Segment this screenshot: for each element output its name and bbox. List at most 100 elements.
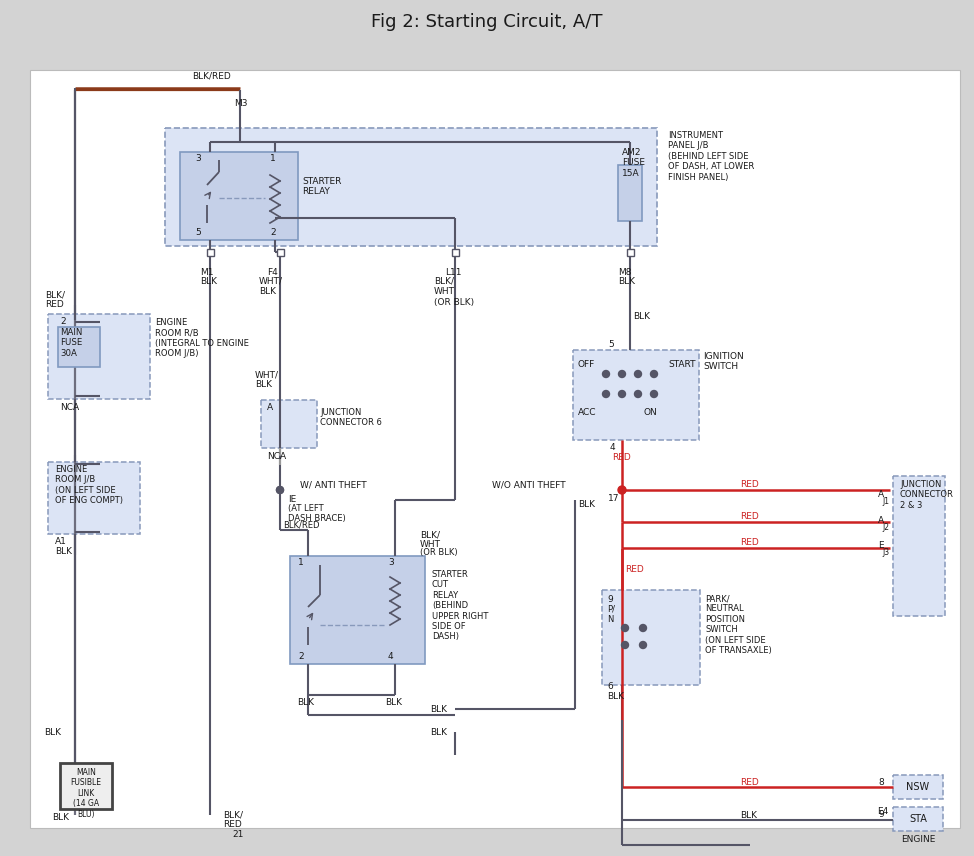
Text: A: A bbox=[878, 516, 884, 525]
Text: BLK: BLK bbox=[385, 698, 402, 707]
Text: BLK: BLK bbox=[297, 698, 314, 707]
Text: (OR BLK): (OR BLK) bbox=[420, 548, 458, 557]
Text: 1: 1 bbox=[270, 154, 276, 163]
Bar bbox=[261, 400, 317, 448]
Text: STA: STA bbox=[909, 814, 927, 824]
Text: M1: M1 bbox=[200, 268, 213, 277]
Circle shape bbox=[618, 390, 625, 397]
Bar bbox=[452, 248, 459, 255]
Bar bbox=[602, 590, 700, 685]
Text: W/ ANTI THEFT: W/ ANTI THEFT bbox=[300, 480, 366, 489]
Bar bbox=[893, 807, 943, 831]
Text: IE: IE bbox=[288, 495, 296, 504]
Circle shape bbox=[603, 390, 610, 397]
Text: 5: 5 bbox=[195, 228, 201, 237]
Text: ON: ON bbox=[643, 408, 656, 417]
Text: A: A bbox=[878, 490, 884, 499]
Bar bbox=[206, 248, 213, 255]
Circle shape bbox=[651, 390, 657, 397]
Text: AM2
FUSE
15A: AM2 FUSE 15A bbox=[622, 148, 645, 178]
Bar bbox=[30, 70, 960, 828]
Circle shape bbox=[277, 486, 283, 494]
Text: BLK: BLK bbox=[618, 277, 635, 286]
Text: OFF: OFF bbox=[578, 360, 595, 369]
Text: BLK: BLK bbox=[200, 277, 217, 286]
Bar bbox=[58, 327, 100, 367]
Text: BLK/
WHT
(OR BLK): BLK/ WHT (OR BLK) bbox=[434, 277, 474, 306]
Text: 9: 9 bbox=[878, 810, 883, 819]
Text: 3: 3 bbox=[388, 558, 393, 567]
Text: ACC: ACC bbox=[578, 408, 596, 417]
Circle shape bbox=[621, 641, 628, 649]
Text: BLK: BLK bbox=[430, 705, 447, 714]
Text: BLK/RED: BLK/RED bbox=[192, 71, 231, 80]
Text: BLK/
RED: BLK/ RED bbox=[223, 810, 243, 829]
Text: ENGINE
ROOM R/B
(INTEGRAL TO ENGINE
ROOM J/B): ENGINE ROOM R/B (INTEGRAL TO ENGINE ROOM… bbox=[155, 318, 249, 358]
Text: BLK/
WHT: BLK/ WHT bbox=[420, 530, 441, 550]
Bar bbox=[626, 248, 633, 255]
Text: BLK/
RED: BLK/ RED bbox=[45, 290, 65, 309]
Text: 4: 4 bbox=[388, 652, 393, 661]
Text: M8: M8 bbox=[618, 268, 631, 277]
Circle shape bbox=[640, 625, 647, 632]
Text: STARTER
CUT
RELAY
(BEHIND
UPPER RIGHT
SIDE OF
DASH): STARTER CUT RELAY (BEHIND UPPER RIGHT SI… bbox=[432, 570, 488, 641]
Text: MAIN
FUSIBLE
LINK
(14 GA
BLU): MAIN FUSIBLE LINK (14 GA BLU) bbox=[70, 768, 101, 818]
Text: 6: 6 bbox=[607, 682, 613, 691]
Text: STARTER
RELAY: STARTER RELAY bbox=[302, 177, 341, 196]
Text: P/
N: P/ N bbox=[607, 605, 615, 624]
Text: START: START bbox=[668, 360, 695, 369]
Text: 2: 2 bbox=[270, 228, 276, 237]
Text: A1: A1 bbox=[55, 537, 67, 546]
Text: M3: M3 bbox=[234, 99, 247, 108]
Bar bbox=[618, 165, 642, 221]
Text: RED: RED bbox=[740, 512, 759, 521]
Text: 2: 2 bbox=[60, 317, 65, 326]
Text: 17: 17 bbox=[608, 494, 619, 503]
Bar bbox=[290, 556, 425, 664]
Circle shape bbox=[603, 371, 610, 377]
Text: BLK: BLK bbox=[578, 500, 595, 509]
Text: L11: L11 bbox=[445, 268, 462, 277]
Text: Fig 2: Starting Circuit, A/T: Fig 2: Starting Circuit, A/T bbox=[371, 13, 603, 31]
Text: WHT/
BLK: WHT/ BLK bbox=[255, 370, 279, 389]
Text: J3: J3 bbox=[882, 548, 889, 557]
Text: (AT LEFT
DASH BRACE): (AT LEFT DASH BRACE) bbox=[288, 504, 346, 523]
Bar bbox=[165, 128, 657, 246]
Text: BLK: BLK bbox=[430, 728, 447, 737]
Text: RED: RED bbox=[740, 480, 759, 489]
Text: E: E bbox=[878, 541, 883, 550]
Circle shape bbox=[651, 371, 657, 377]
Text: F4: F4 bbox=[267, 268, 278, 277]
Circle shape bbox=[640, 641, 647, 649]
Circle shape bbox=[634, 371, 642, 377]
Text: JUNCTION
CONNECTOR 6: JUNCTION CONNECTOR 6 bbox=[320, 408, 382, 427]
Text: BLK: BLK bbox=[44, 728, 61, 737]
Text: NCA: NCA bbox=[60, 403, 79, 412]
Bar bbox=[893, 775, 943, 799]
Bar bbox=[60, 763, 112, 809]
Bar bbox=[48, 462, 140, 534]
Text: ENGINE: ENGINE bbox=[901, 835, 935, 844]
Text: E4: E4 bbox=[877, 807, 888, 816]
Text: BLK: BLK bbox=[55, 547, 72, 556]
Text: ENGINE
ROOM J/B
(ON LEFT SIDE
OF ENG COMPT): ENGINE ROOM J/B (ON LEFT SIDE OF ENG COM… bbox=[55, 465, 123, 505]
Text: IGNITION
SWITCH: IGNITION SWITCH bbox=[703, 352, 744, 372]
Text: WHT/
BLK: WHT/ BLK bbox=[259, 277, 283, 296]
Bar bbox=[180, 152, 298, 240]
Text: 8: 8 bbox=[878, 778, 883, 787]
Bar bbox=[48, 314, 150, 399]
Circle shape bbox=[277, 486, 283, 494]
Text: NCA: NCA bbox=[267, 452, 286, 461]
Text: 2: 2 bbox=[298, 652, 304, 661]
Text: JUNCTION
CONNECTOR
2 & 3: JUNCTION CONNECTOR 2 & 3 bbox=[900, 480, 954, 510]
Text: 9: 9 bbox=[607, 595, 613, 604]
Text: A: A bbox=[267, 403, 273, 412]
Text: 4: 4 bbox=[610, 443, 616, 452]
Circle shape bbox=[621, 625, 628, 632]
Text: W/O ANTI THEFT: W/O ANTI THEFT bbox=[492, 480, 566, 489]
Circle shape bbox=[634, 390, 642, 397]
Circle shape bbox=[618, 371, 625, 377]
Text: INSTRUMENT
PANEL J/B
(BEHIND LEFT SIDE
OF DASH, AT LOWER
FINISH PANEL): INSTRUMENT PANEL J/B (BEHIND LEFT SIDE O… bbox=[668, 131, 754, 181]
Text: BLK/RED: BLK/RED bbox=[283, 520, 319, 529]
Text: J1: J1 bbox=[882, 497, 889, 506]
